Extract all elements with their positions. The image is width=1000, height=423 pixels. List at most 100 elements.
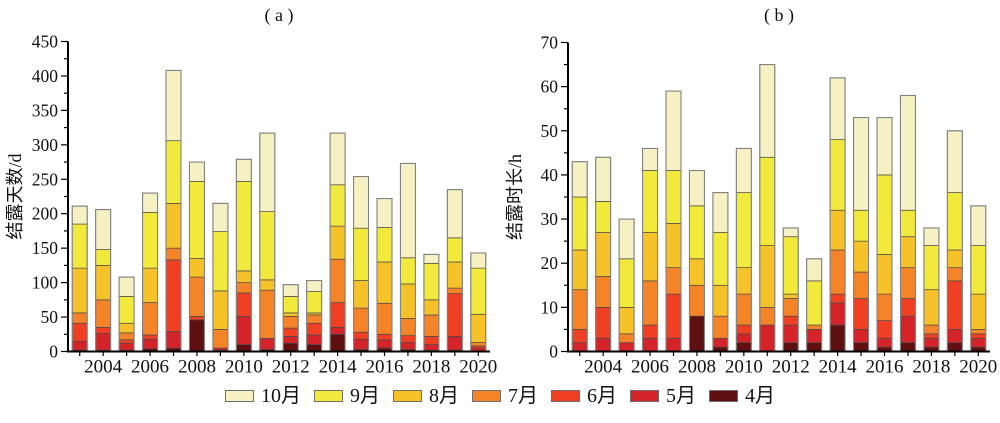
bar-segment-2015-9月 [353,227,369,281]
bar-segment-2013-5月 [806,329,823,344]
bar-segment-2005-6月 [118,339,135,344]
y-tick-label: 100 [32,273,59,293]
bar-segment-2012-8月 [782,293,799,299]
bar-segment-2017-8月 [400,283,416,319]
bar-segment-2004-9月 [595,201,612,233]
bar-segment-2003-8月 [571,249,588,291]
bar-segment-2006-8月 [642,231,658,282]
bar-segment-2019-10月 [946,130,963,193]
axis [567,42,990,353]
bar-segment-2011-10月 [759,64,776,158]
bar-segment-2010-9月 [235,180,252,272]
x-tick-label: 2004 [84,357,123,378]
legend-swatch [472,390,501,402]
bar-segment-2006-6月 [142,334,158,340]
bar-segment-2011-9月 [759,156,776,246]
x-tick-label: 2012 [272,357,310,378]
bar-segment-2017-10月 [900,95,916,211]
bar-segment-2009-5月 [712,337,729,348]
y-tick-label: 300 [32,135,59,155]
bar-segment-2012-10月 [782,227,799,238]
bar-segment-2007-5月 [665,337,682,352]
bar-segment-2006-7月 [142,302,158,336]
bar-segment-2007-10月 [665,90,682,171]
bar-segment-2004-10月 [595,156,612,202]
bar-segment-2013-6月 [306,322,323,336]
legend-label: 6月 [587,385,617,407]
panel-title-b: ( b ) [764,5,794,26]
bar-segment-2003-5月 [571,342,588,352]
bar-segment-2020-9月 [970,245,987,295]
bar-segment-2014-6月 [829,293,846,304]
bar-segment-2005-5月 [618,342,635,352]
legend-item-6月: 6月 [551,386,617,406]
x-tick-label: 2012 [772,357,810,378]
bar-segment-2014-9月 [329,184,346,227]
bar-segment-2004-6月 [595,307,612,339]
bar-segment-2016-7月 [376,302,393,335]
bar-segment-2015-10月 [353,176,369,229]
bar-segment-2016-7月 [876,293,893,321]
bar-segment-2020-5月 [970,337,987,348]
bar-segment-2017-7月 [900,267,916,299]
bar-segment-2011-8月 [759,245,776,308]
bar-segment-2020-8月 [470,313,487,343]
bar-segment-2009-10月 [712,192,729,233]
y-tick-label: 350 [32,100,59,120]
bar-segment-2019-10月 [446,189,463,239]
bar-segment-2018-9月 [923,245,940,291]
y-tick-label: 30 [541,209,559,229]
bar-segment-2016-10月 [376,198,393,228]
legend-swatch [225,390,254,402]
bar-segment-2008-8月 [189,258,205,278]
y-tick-label: 400 [32,66,59,86]
bar-segment-2019-8月 [946,249,963,268]
bar-segment-2019-4月 [946,342,963,352]
bar-segment-2005-10月 [118,276,135,297]
bar-segment-2003-10月 [71,205,88,225]
bar-segment-2006-5月 [642,337,658,352]
bar-segment-2020-7月 [970,329,987,335]
bar-segment-2012-5月 [782,324,799,344]
legend-swatch [630,390,659,402]
bar-segment-2014-7月 [329,258,346,303]
bar-segment-2016-6月 [876,320,893,339]
x-tick-label: 2008 [678,357,716,378]
bar-segment-2018-6月 [923,333,940,339]
bar-segment-2008-8月 [689,258,705,286]
bar-segment-2004-8月 [95,265,112,301]
bar-segment-2011-10月 [259,132,276,213]
bar-segment-2006-5月 [142,338,158,350]
bar-segment-2003-7月 [571,289,588,330]
y-tick-label: 60 [541,77,559,97]
legend-label: 8月 [429,385,459,407]
bar-segment-2012-10月 [282,284,299,297]
bar-segment-2003-8月 [71,267,88,314]
bar-segment-2010-6月 [235,292,252,317]
bar-segment-2014-8月 [829,209,846,251]
bar-segment-2004-10月 [95,209,112,250]
bar-segment-2017-4月 [900,342,916,352]
bar-segment-2003-9月 [71,223,88,269]
bar-segment-2003-7月 [71,312,88,324]
bar-segment-2016-9月 [376,227,393,263]
bar-segment-2009-8月 [712,284,729,317]
bar-segment-2017-7月 [400,318,416,337]
bar-segment-2016-8月 [876,254,893,295]
bar-segment-2019-5月 [446,335,463,351]
bar-segment-2013-5月 [306,334,323,345]
bar-segment-2008-10月 [189,161,205,182]
legend-label: 7月 [508,385,538,407]
bar-segment-2006-6月 [642,324,658,339]
y-axis-label: 结露天数/d [5,153,25,239]
bar-segment-2017-9月 [900,209,916,238]
bar-segment-2017-6月 [900,298,916,317]
bar-segment-2009-7月 [712,315,729,339]
bar-segment-2020-10月 [970,205,987,246]
panel-title-a: ( a ) [265,5,294,26]
bar-segment-2019-9月 [946,192,963,251]
bar-segment-2014-9月 [829,139,846,211]
bar-segment-2011-8月 [259,279,276,291]
bar-segment-2016-8月 [376,261,393,304]
